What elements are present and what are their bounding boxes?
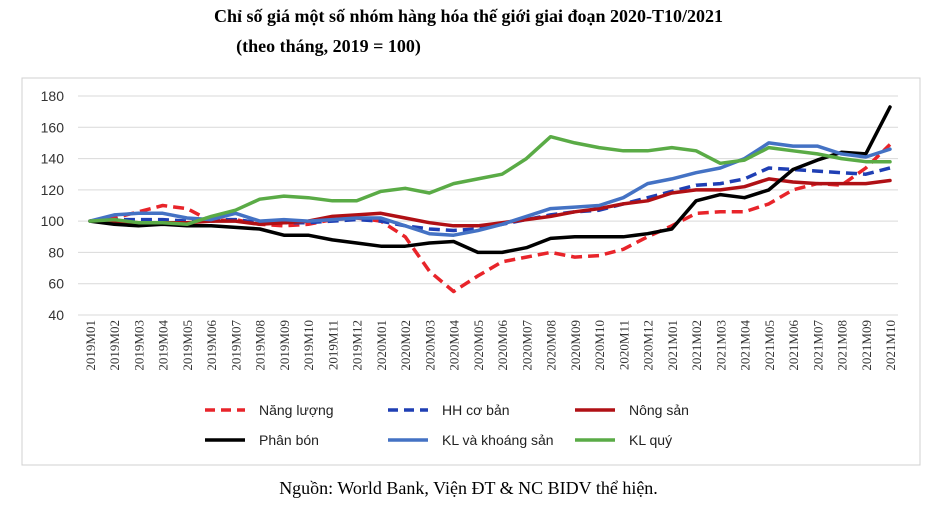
x-tick-label: 2021M10	[883, 320, 898, 371]
x-tick-label: 2021M09	[859, 320, 874, 371]
x-tick-label: 2021M02	[689, 320, 704, 371]
y-tick-label: 160	[41, 119, 65, 135]
x-tick-label: 2021M07	[810, 320, 825, 371]
x-tick-label: 2019M02	[107, 320, 122, 371]
legend-label-5: KL và khoáng sản	[442, 432, 554, 448]
x-tick-label: 2020M09	[568, 320, 583, 371]
legend-label-4: Phân bón	[259, 432, 319, 448]
series-line-6	[88, 134, 892, 227]
x-tick-label: 2019M10	[301, 320, 316, 371]
x-tick-label: 2020M06	[495, 320, 510, 371]
series-line-3	[88, 177, 892, 228]
x-tick-label: 2020M12	[641, 320, 656, 371]
chart-title: Chỉ số giá một số nhóm hàng hóa thế giới…	[213, 6, 724, 26]
x-tick-label: 2021M06	[786, 320, 801, 371]
x-tick-label: 2020M03	[422, 320, 437, 371]
legend-label-6: KL quý	[629, 432, 672, 448]
chart-subtitle: (theo tháng, 2019 = 100)	[236, 36, 421, 56]
y-tick-label: 120	[41, 182, 65, 198]
y-tick-label: 80	[48, 244, 64, 260]
x-tick-label: 2021M01	[665, 320, 680, 371]
x-tick-label: 2020M10	[592, 320, 607, 371]
x-tick-label: 2019M04	[156, 320, 171, 371]
source-note: Nguồn: World Bank, Viện ĐT & NC BIDV thể…	[279, 478, 658, 498]
x-tick-label: 2019M11	[325, 320, 340, 370]
x-tick-label: 2020M02	[398, 320, 413, 371]
y-tick-label: 40	[48, 307, 64, 323]
x-tick-label: 2019M09	[277, 320, 292, 371]
x-tick-label: 2020M11	[616, 320, 631, 370]
legend-label-1: Năng lượng	[259, 402, 334, 418]
x-tick-label: 2019M05	[180, 320, 195, 371]
x-tick-label: 2021M04	[738, 320, 753, 371]
x-tick-label: 2019M03	[131, 320, 146, 371]
legend-label-3: Nông sản	[629, 402, 689, 418]
y-tick-label: 100	[41, 213, 65, 229]
x-tick-label: 2019M07	[228, 320, 243, 371]
x-tick-label: 2021M08	[835, 320, 850, 371]
x-tick-label: 2020M04	[447, 320, 462, 371]
y-tick-label: 180	[41, 88, 65, 104]
x-tick-label: 2020M01	[374, 320, 389, 371]
x-tick-label: 2019M12	[350, 320, 365, 371]
x-tick-label: 2020M05	[471, 320, 486, 371]
legend-label-2: HH cơ bản	[442, 402, 510, 418]
y-tick-label: 60	[48, 276, 64, 292]
x-tick-label: 2020M07	[519, 320, 534, 371]
series-line-4	[88, 105, 892, 255]
x-tick-label: 2019M01	[83, 320, 98, 371]
x-tick-label: 2019M08	[253, 320, 268, 371]
y-tick-label: 140	[41, 151, 65, 167]
x-tick-label: 2020M08	[544, 320, 559, 371]
x-tick-label: 2019M06	[204, 320, 219, 371]
x-tick-label: 2021M05	[762, 320, 777, 371]
x-tick-label: 2021M03	[713, 320, 728, 371]
series-line-5	[88, 141, 892, 237]
